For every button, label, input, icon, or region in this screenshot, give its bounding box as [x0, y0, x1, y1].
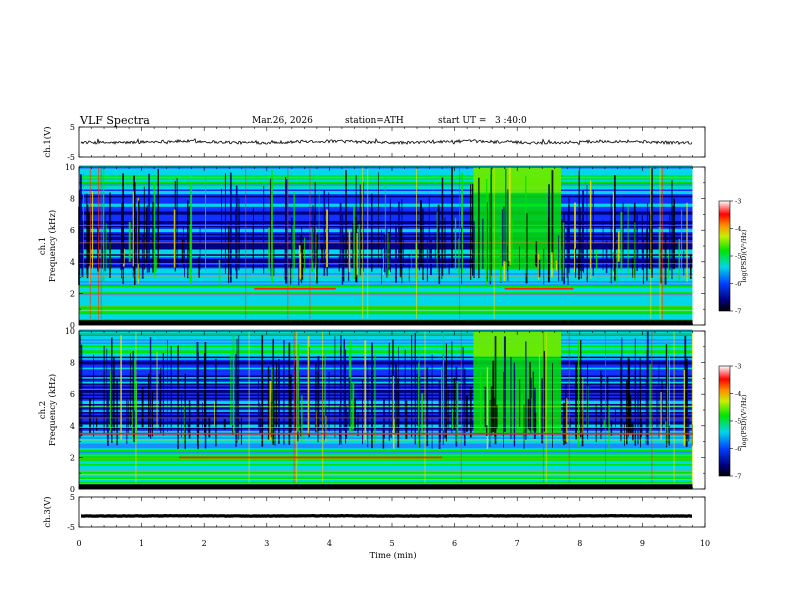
y-tick-label: 4: [70, 258, 75, 267]
y-tick-label: 10: [65, 163, 75, 172]
y-tick-label: 5: [70, 123, 75, 132]
x-tick-label: 5: [389, 539, 394, 548]
x-tick-label: 9: [640, 539, 645, 548]
x-tick-label: 3: [264, 539, 269, 548]
y-tick-label: 0: [70, 485, 75, 494]
y-tick-label: -5: [67, 153, 75, 162]
colorbar-tick-label: -3: [735, 363, 741, 371]
panel-y-label: ch.2: [38, 401, 48, 419]
x-tick-label: 8: [577, 539, 582, 548]
y-tick-label: 2: [70, 453, 75, 462]
x-tick-label: 10: [700, 539, 710, 548]
panel-y-label: ch.1(V): [42, 126, 53, 157]
panel-y-label: ch.3(V): [42, 496, 53, 527]
ch1-waveform-panel: 5 -5 ch.1(V): [42, 123, 706, 162]
ch1-colorbar-label: log(PSD)(V²/Hz): [740, 229, 748, 282]
x-tick-label: 1: [139, 539, 144, 548]
y-tick-label: 10: [65, 327, 75, 336]
y-tick-label: 0: [70, 321, 75, 330]
x-tick-label: 2: [202, 539, 207, 548]
panel-y-label: Frequency (kHz): [47, 210, 58, 282]
y-tick-label: 4: [70, 422, 75, 431]
y-tick-label: 2: [70, 289, 75, 298]
waveform-trace: [81, 513, 692, 518]
ch2-colorbar-label: log(PSD)(V²/Hz): [740, 394, 748, 447]
colorbar-tick-label: -7: [735, 308, 741, 316]
x-tick-label: 0: [76, 539, 81, 548]
ch2-spectrogram-panel: 0 2 4 6 8 10 ch.2 Frequency (kHz): [38, 327, 706, 494]
station-label: station=ATH: [345, 116, 404, 126]
x-tick-label: 6: [452, 539, 457, 548]
colorbar-tick-label: -6: [735, 445, 741, 453]
y-tick-label: 8: [70, 195, 75, 204]
ch2-colorbar: -3 -4 -5 -6 -7 log(PSD)(V²/Hz): [718, 363, 748, 481]
colorbar-tick-label: -5: [735, 253, 741, 261]
x-tick-label: 4: [327, 539, 332, 548]
colorbar-tick-label: -7: [735, 473, 741, 481]
panel-y-label: ch.1: [38, 237, 48, 255]
panel-y-label: Frequency (kHz): [47, 374, 58, 446]
colorbar-tick-label: -6: [735, 280, 741, 288]
date-label: Mar.26, 2026: [252, 116, 313, 126]
waveform-trace: [80, 137, 693, 146]
colorbar-tick-label: -4: [735, 225, 741, 233]
panel-frame: [78, 496, 706, 528]
y-tick-label: -5: [67, 523, 75, 532]
y-tick-label: 6: [70, 390, 75, 399]
y-tick-label: 6: [70, 226, 75, 235]
x-axis-label: Time (min): [369, 550, 416, 561]
time-axis: 0 1 2 3 4 5 6 7 8 9 10: [76, 539, 710, 548]
figure-title: VLF Spectra: [79, 114, 150, 127]
ch3-waveform-panel: 5 -5 ch.3(V): [42, 493, 706, 532]
ch1-colorbar: -3 -4 -5 -6 -7 log(PSD)(V²/Hz): [718, 198, 748, 316]
colorbar-tick-label: -3: [735, 198, 741, 206]
y-tick-label: 8: [70, 359, 75, 368]
ch1-spectrogram-panel: 0 2 4 6 8 10 ch.1 Frequency (kHz): [38, 163, 706, 330]
colorbar-tick-label: -4: [735, 390, 741, 398]
start-ut-label: start UT = 3 :40:0: [438, 116, 527, 126]
x-tick-label: 7: [515, 539, 520, 548]
colorbar-tick-label: -5: [735, 418, 741, 426]
y-tick-label: 5: [70, 493, 75, 502]
